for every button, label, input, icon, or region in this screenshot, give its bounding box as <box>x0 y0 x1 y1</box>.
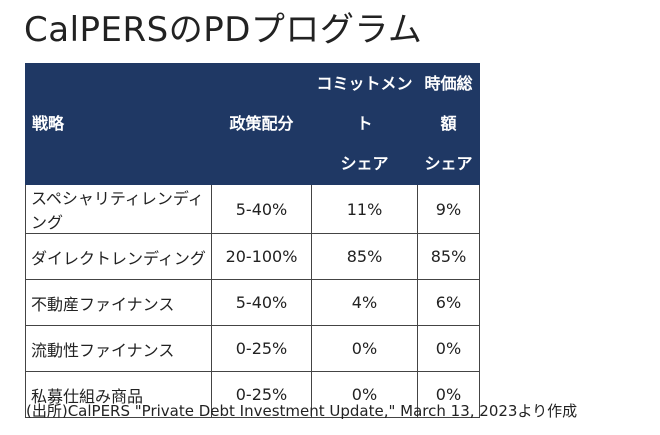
value-cell: 85% <box>311 233 418 280</box>
title: CalPERSのPDプログラム <box>24 10 423 50</box>
table-row: 流動性ファイナンス 0-25% 0% 0% <box>25 325 480 372</box>
value-cell: 0% <box>311 325 418 372</box>
strategy-cell: ダイレクトレンディング <box>25 233 212 280</box>
value-cell: 4% <box>311 279 418 326</box>
table: 戦略 政策配分 コミットメント シェア 時価総額 シェア スペシャリティレンディング 5-4… <box>25 63 480 418</box>
strategy-cell: スペシャリティレンディング <box>25 184 212 234</box>
header-line: 政策配分 <box>229 114 294 133</box>
header-line: コミットメント <box>316 74 413 133</box>
header-line: 時価総額 <box>424 74 473 133</box>
value-cell: 85% <box>417 233 480 280</box>
column-header: 時価総額 シェア <box>417 63 480 185</box>
header-line: シェア <box>424 154 473 173</box>
value-cell: 20-100% <box>211 233 312 280</box>
value-cell: 9% <box>417 184 480 234</box>
value-cell: 0-25% <box>211 371 312 418</box>
header-row: 戦略 政策配分 コミットメント シェア 時価総額 シェア <box>25 63 480 185</box>
table-row: ダイレクトレンディング 20-100% 85% 85% <box>25 233 480 280</box>
value-cell: 5-40% <box>211 279 312 326</box>
table-body: スペシャリティレンディング 5-40% 11% 9% ダイレクトレンディング 20-100… <box>25 184 480 418</box>
value-cell: 11% <box>311 184 418 234</box>
header-line: シェア <box>340 154 389 173</box>
table-row: 不動産ファイナンス 5-40% 4% 6% <box>25 279 480 326</box>
strategy-cell: 私募仕組み商品 <box>25 371 212 418</box>
value-cell: 0% <box>417 325 480 372</box>
source-note: (出所)CalPERS "Private Debt Investment Upd… <box>26 402 578 420</box>
column-header: 政策配分 <box>211 63 312 185</box>
value-cell: 5-40% <box>211 184 312 234</box>
column-header: コミットメントシェア <box>311 63 418 185</box>
table-row: 私募仕組み商品 0-25% 0% 0% <box>25 371 480 418</box>
strategy-cell: 不動産ファイナンス <box>25 279 212 326</box>
column-header: 戦略 <box>25 63 212 185</box>
table-row: スペシャリティレンディング 5-40% 11% 9% <box>25 184 480 234</box>
value-cell: 6% <box>417 279 480 326</box>
strategy-cell: 流動性ファイナンス <box>25 325 212 372</box>
value-cell: 0-25% <box>211 325 312 372</box>
header-line: 戦略 <box>32 114 65 133</box>
value-cell: 0% <box>417 371 480 418</box>
